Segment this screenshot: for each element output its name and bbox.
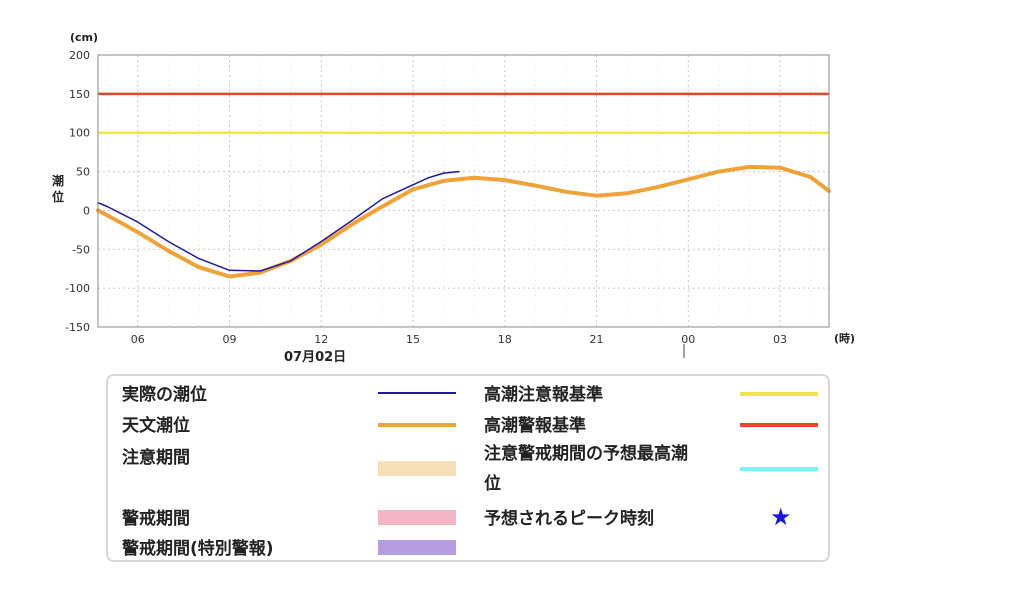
x-unit-label: (時) bbox=[834, 331, 855, 345]
legend-swatch bbox=[740, 467, 818, 471]
plot-frame bbox=[97, 54, 830, 328]
x-tick-labels: 06 09 12 15 18 21 00 03 bbox=[131, 333, 787, 346]
legend-label: 警戒期間(特別警報) bbox=[122, 539, 274, 559]
observed-tide-line bbox=[97, 170, 460, 272]
y-tick-label: -150 bbox=[65, 321, 90, 334]
star-icon: ★ bbox=[770, 503, 792, 531]
legend-swatch bbox=[378, 392, 456, 394]
date-label: 07月02日 bbox=[284, 350, 346, 365]
legend-label: 注意警戒期間の予想最高潮位 bbox=[484, 444, 688, 494]
legend-swatch bbox=[378, 510, 456, 525]
y-tick-label: -50 bbox=[72, 243, 90, 256]
x-tick-label: 12 bbox=[314, 333, 328, 346]
x-tick-label: 15 bbox=[406, 333, 420, 346]
legend-label: 予想されるピーク時刻 bbox=[484, 509, 654, 529]
legend-swatch bbox=[378, 540, 456, 555]
legend-label: 高潮注意報基準 bbox=[484, 385, 603, 405]
tide-chart: 200 150 100 50 0 -50 -100 -150 06 09 12 15 18 21 00 03… bbox=[52, 31, 855, 365]
x-tick-label: 18 bbox=[498, 333, 512, 346]
astronomical-tide-line bbox=[96, 164, 831, 279]
grid-layer bbox=[98, 54, 829, 328]
legend-swatch bbox=[378, 461, 456, 476]
y-axis-label: 潮位 bbox=[52, 173, 64, 204]
legend-label: 高潮警報基準 bbox=[484, 416, 586, 436]
x-tick-label: 09 bbox=[223, 333, 237, 346]
y-unit-label: (cm) bbox=[70, 31, 98, 44]
legend-label: 警戒期間 bbox=[122, 509, 190, 529]
legend-swatch bbox=[378, 423, 456, 427]
legend-label: 注意期間 bbox=[122, 448, 190, 468]
series-layer bbox=[96, 164, 831, 279]
y-tick-label: 50 bbox=[76, 166, 90, 179]
legend: 実際の潮位 高潮注意報基準天文潮位 高潮警報基準注意期間 注意警戒期間の予想最高潮位警… bbox=[106, 374, 830, 562]
y-tick-labels: 200 150 100 50 0 -50 -100 -150 bbox=[65, 49, 90, 334]
y-tick-label: 150 bbox=[69, 88, 90, 101]
legend-label: 実際の潮位 bbox=[122, 385, 207, 405]
y-tick-label: -100 bbox=[65, 282, 90, 295]
x-tick-label: 06 bbox=[131, 333, 145, 346]
legend-swatch bbox=[740, 392, 818, 396]
threshold-layer bbox=[98, 92, 829, 134]
legend-label: 天文潮位 bbox=[122, 416, 190, 436]
y-tick-label: 100 bbox=[69, 127, 90, 140]
x-tick-label: 21 bbox=[590, 333, 604, 346]
y-tick-label: 0 bbox=[83, 204, 90, 217]
y-tick-label: 200 bbox=[69, 49, 90, 62]
x-tick-label: 00 bbox=[681, 333, 695, 346]
x-tick-label: 03 bbox=[773, 333, 787, 346]
legend-swatch bbox=[740, 423, 818, 427]
